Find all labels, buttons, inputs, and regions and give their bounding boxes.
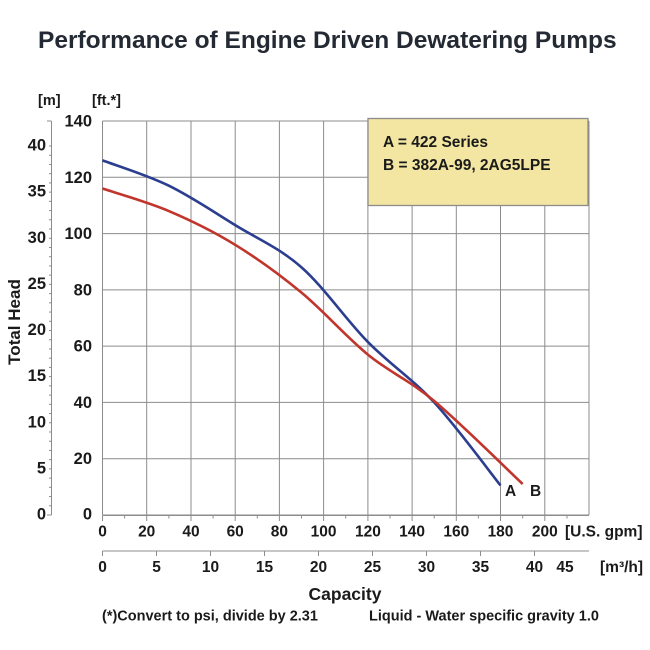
- svg-text:B = 382A-99, 2AG5LPE: B = 382A-99, 2AG5LPE: [383, 157, 551, 174]
- svg-text:140: 140: [399, 524, 425, 541]
- svg-text:(*)Convert to psi, divide by 2: (*)Convert to psi, divide by 2.31: [102, 609, 318, 625]
- svg-text:160: 160: [443, 524, 469, 541]
- svg-text:30: 30: [28, 229, 46, 247]
- svg-text:30: 30: [418, 559, 435, 576]
- svg-text:60: 60: [74, 338, 92, 356]
- svg-text:40: 40: [74, 394, 92, 412]
- svg-text:[U.S. gpm]: [U.S. gpm]: [565, 524, 643, 541]
- svg-text:5: 5: [152, 559, 161, 576]
- svg-text:Total Head: Total Head: [5, 279, 24, 365]
- svg-text:B: B: [530, 483, 541, 500]
- svg-text:A: A: [505, 483, 516, 500]
- svg-text:5: 5: [37, 459, 46, 477]
- svg-text:35: 35: [472, 559, 490, 576]
- svg-text:A = 422 Series: A = 422 Series: [383, 134, 488, 151]
- svg-text:10: 10: [202, 559, 219, 576]
- svg-text:15: 15: [28, 367, 46, 385]
- svg-text:80: 80: [271, 524, 288, 541]
- svg-text:20: 20: [28, 321, 46, 339]
- svg-text:120: 120: [355, 524, 381, 541]
- svg-text:80: 80: [74, 281, 92, 299]
- svg-text:200: 200: [532, 524, 558, 541]
- svg-text:40: 40: [28, 137, 46, 155]
- svg-text:20: 20: [138, 524, 155, 541]
- svg-text:20: 20: [74, 450, 92, 468]
- svg-text:0: 0: [98, 524, 107, 541]
- svg-text:0: 0: [37, 506, 46, 524]
- svg-text:0: 0: [83, 506, 92, 524]
- svg-text:25: 25: [28, 275, 46, 293]
- svg-text:100: 100: [311, 524, 337, 541]
- svg-text:100: 100: [64, 225, 92, 243]
- svg-text:120: 120: [64, 169, 92, 187]
- svg-text:Capacity: Capacity: [309, 584, 382, 604]
- svg-text:40: 40: [526, 559, 543, 576]
- svg-text:140: 140: [64, 113, 92, 131]
- svg-text:Liquid - Water specific gravit: Liquid - Water specific gravity 1.0: [369, 609, 599, 625]
- svg-text:0: 0: [98, 559, 107, 576]
- svg-text:Performance of Engine Driven D: Performance of Engine Driven Dewatering …: [38, 27, 617, 54]
- svg-text:[ft.*]: [ft.*]: [92, 93, 121, 109]
- svg-text:60: 60: [227, 524, 244, 541]
- svg-text:40: 40: [182, 524, 199, 541]
- svg-text:[m]: [m]: [38, 93, 61, 109]
- svg-text:10: 10: [28, 413, 46, 431]
- svg-text:45: 45: [556, 559, 574, 576]
- svg-text:15: 15: [256, 559, 274, 576]
- svg-text:35: 35: [28, 183, 46, 201]
- svg-text:25: 25: [364, 559, 382, 576]
- svg-text:[m³/h]: [m³/h]: [600, 559, 643, 576]
- svg-text:20: 20: [310, 559, 327, 576]
- svg-text:180: 180: [488, 524, 514, 541]
